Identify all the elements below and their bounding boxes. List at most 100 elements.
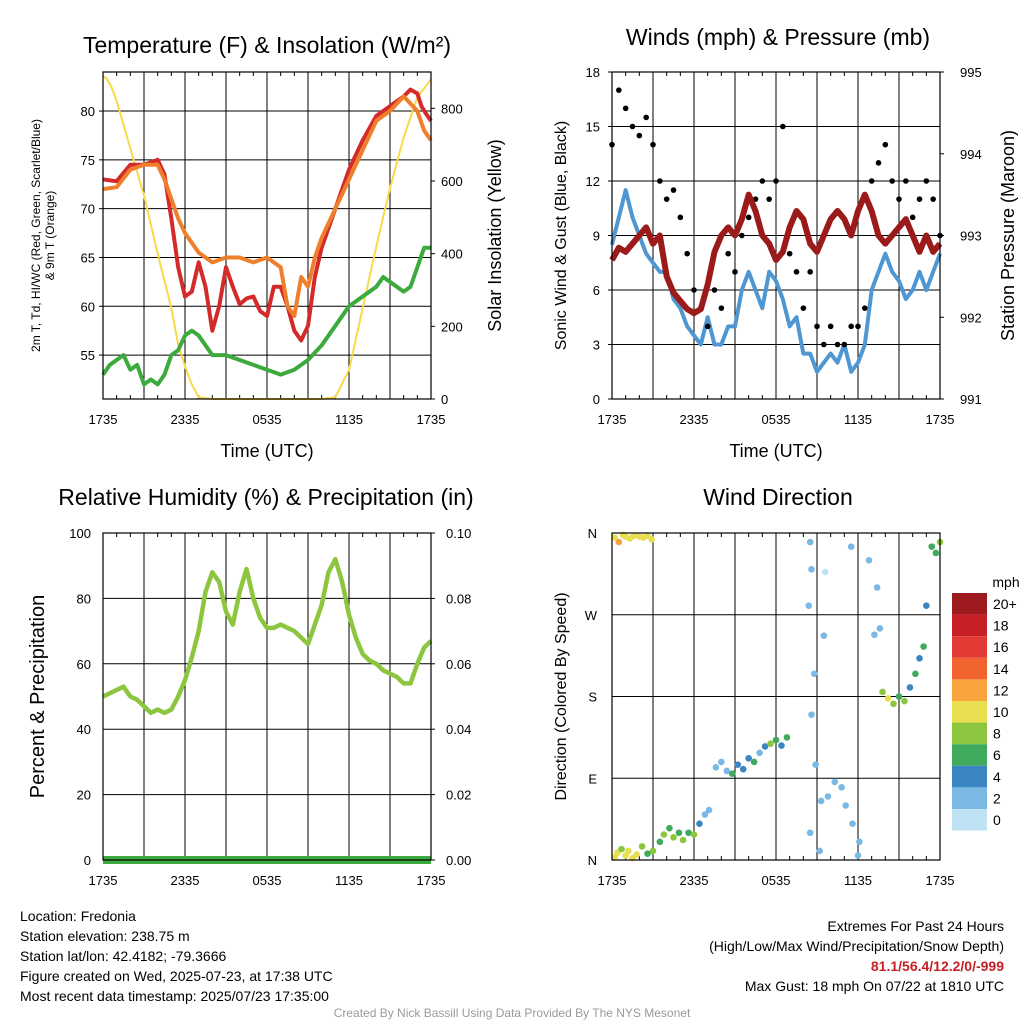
direction-point	[615, 538, 623, 546]
gust-point	[875, 160, 882, 166]
direction-point	[679, 836, 687, 844]
y2-tick-label: 400	[441, 247, 463, 262]
direction-point	[638, 843, 646, 850]
direction-point	[890, 700, 897, 708]
legend-swatch	[952, 722, 987, 745]
gust-point	[909, 214, 916, 221]
direction-point	[879, 688, 886, 696]
y-tick-label: 55	[81, 348, 95, 363]
y-axis-label: Percent & Precipitation	[27, 595, 49, 798]
y-tick-label: 6	[593, 283, 600, 298]
direction-point	[901, 697, 908, 705]
y2-tick-label: 0.04	[446, 722, 471, 737]
most-recent-timestamp: Most recent data timestamp: 2025/07/23 1…	[20, 988, 329, 1004]
legend-swatch	[952, 657, 987, 680]
direction-point	[876, 625, 884, 632]
y2-tick-label: 994	[960, 147, 982, 162]
series-line-0	[102, 556, 433, 716]
gust-point	[786, 250, 793, 257]
chart-title: Relative Humidity (%) & Precipitation (i…	[58, 484, 473, 510]
direction-point	[750, 758, 758, 766]
direction-point	[932, 549, 940, 557]
direction-point	[812, 761, 819, 768]
y-axis-label: Direction (Colored By Speed)	[553, 592, 570, 800]
direction-point	[630, 532, 638, 540]
y2-tick-label: 0.08	[446, 591, 471, 606]
y-tick-label: 40	[77, 722, 91, 737]
direction-point	[767, 740, 774, 748]
y-tick-label: 9	[593, 229, 600, 244]
gust-point	[684, 250, 690, 257]
y-tick-label: 60	[77, 657, 91, 672]
gust-point	[725, 250, 731, 257]
gust-point	[855, 323, 861, 330]
gust-point	[889, 178, 895, 184]
legend-label: 10	[993, 704, 1009, 720]
figure-created: Figure created on Wed, 2025-07-23, at 17…	[20, 968, 333, 984]
plot-frame	[611, 71, 941, 400]
direction-point	[705, 806, 713, 814]
y-tick-label: 0	[84, 853, 91, 868]
gust-point	[916, 196, 923, 202]
direction-point	[670, 833, 677, 841]
direction-point	[718, 758, 725, 766]
gust-point	[677, 214, 684, 221]
direction-point	[808, 566, 815, 573]
gust-point	[800, 305, 807, 311]
gust-point	[793, 269, 800, 275]
direction-point	[831, 778, 839, 786]
series-line-3	[101, 245, 431, 387]
station-location: Location: Fredonia	[20, 908, 136, 924]
legend-swatch	[952, 679, 987, 701]
y-axis-label: Sonic Wind & Gust (Blue, Black)	[553, 121, 570, 350]
y-axis-label: 2m T, Td, HI/WC (Red, Green, Scarlet/Blu…	[29, 119, 43, 352]
direction-point	[649, 847, 657, 855]
direction-point	[842, 802, 849, 809]
gust-point	[691, 287, 697, 293]
direction-point	[756, 749, 763, 757]
gust-point	[773, 178, 779, 184]
plot-frame	[102, 71, 432, 400]
y-axis-label: & 9m T (Orange)	[43, 191, 57, 281]
gust-point	[814, 323, 820, 330]
x-tick-label: 0535	[253, 412, 282, 427]
y-tick-label: 15	[586, 120, 600, 135]
gust-point	[622, 105, 629, 112]
credit-line: Created By Nick Bassill Using Data Provi…	[333, 1006, 691, 1020]
station-elevation: Station elevation: 238.75 m	[20, 928, 190, 944]
legend-label: 14	[993, 661, 1009, 677]
gust-point	[923, 178, 930, 184]
y2-tick-label: 0.02	[446, 788, 471, 803]
direction-point	[806, 829, 814, 837]
direction-point	[644, 850, 651, 857]
x-tick-label: 2335	[171, 873, 200, 888]
y2-tick-label: 0	[441, 392, 448, 407]
direction-point	[806, 538, 814, 546]
y-tick-label: 65	[81, 250, 95, 265]
gust-point	[766, 196, 772, 202]
y-tick-label: S	[588, 690, 597, 705]
legend-label: 8	[993, 726, 1001, 742]
y-tick-label: W	[585, 608, 598, 623]
series-line-2	[102, 94, 433, 319]
y-tick-label: 20	[77, 788, 91, 803]
y2-tick-label: 995	[960, 65, 982, 80]
legend-swatch	[952, 744, 987, 766]
y2-axis-label: Station Pressure (Maroon)	[998, 130, 1018, 341]
direction-point	[701, 811, 709, 818]
temperature-panel: 1735 2335 0535 1135 173555606570758002004006…	[29, 32, 505, 461]
chart-title: Wind Direction	[703, 484, 853, 510]
series-line-1	[102, 87, 433, 343]
y-tick-label: 80	[77, 591, 91, 606]
direction-point	[778, 742, 785, 749]
direction-point	[912, 670, 919, 678]
legend-swatch	[952, 765, 987, 788]
plot-frame	[102, 532, 432, 861]
gust-point	[930, 196, 936, 202]
direction-point	[723, 767, 731, 775]
direction-point	[847, 543, 855, 550]
gust-point	[780, 123, 786, 130]
legend-label: 12	[993, 682, 1009, 698]
gust-point	[834, 341, 841, 348]
direction-point	[690, 831, 698, 838]
